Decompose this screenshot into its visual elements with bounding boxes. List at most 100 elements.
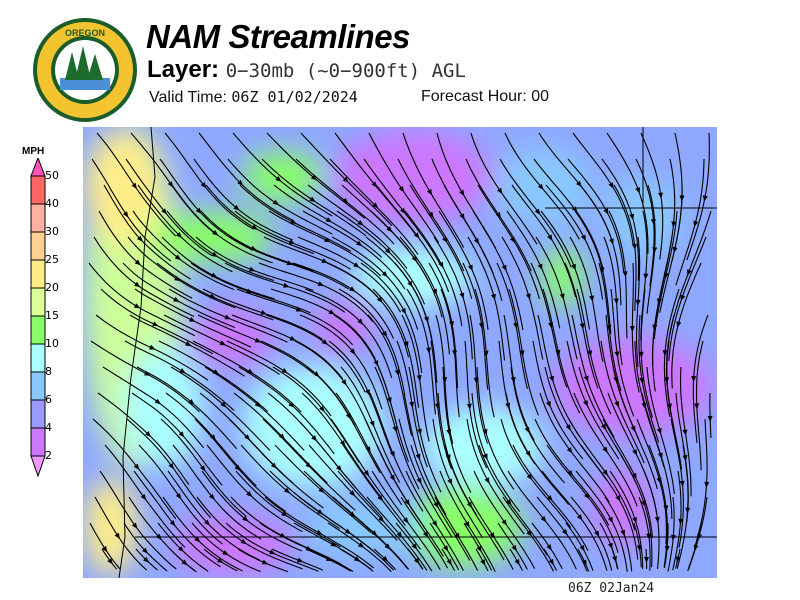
arrowhead	[344, 528, 352, 535]
arrowhead	[144, 370, 151, 376]
arrowhead	[614, 400, 619, 408]
arrowhead	[404, 499, 410, 506]
arrowhead	[281, 511, 288, 517]
arrowhead	[114, 532, 121, 540]
arrowhead	[185, 341, 192, 347]
streamline	[565, 522, 594, 571]
arrowhead	[482, 453, 488, 460]
arrowhead	[242, 515, 249, 522]
arrowhead	[199, 465, 206, 472]
arrowhead	[240, 538, 247, 545]
legend-swatch	[30, 343, 46, 373]
arrowhead	[336, 465, 342, 472]
streamline	[575, 470, 628, 572]
arrowhead	[555, 349, 561, 357]
arrowhead	[423, 531, 429, 538]
arrowhead	[600, 423, 607, 431]
streamline	[169, 548, 197, 573]
streamline	[101, 548, 118, 570]
streamline	[441, 548, 456, 571]
legend-tick: 2	[45, 449, 52, 462]
arrowhead	[381, 330, 387, 338]
arrowhead	[353, 556, 361, 562]
arrowhead	[143, 556, 150, 563]
arrowhead	[122, 211, 129, 218]
wind-speed-region	[543, 247, 583, 307]
streamline	[434, 496, 479, 571]
arrowhead	[566, 447, 573, 454]
arrowhead	[377, 494, 384, 502]
arrowhead	[309, 196, 316, 203]
arrowhead	[254, 401, 261, 408]
streamline	[633, 522, 642, 568]
legend-tick: 8	[45, 365, 52, 378]
legend-tick: 15	[45, 309, 59, 322]
arrowhead	[416, 477, 422, 485]
arrowhead	[643, 556, 649, 563]
legend-swatch	[30, 399, 46, 429]
arrowhead	[381, 555, 389, 562]
arrowhead	[484, 477, 490, 484]
arrowhead	[629, 325, 635, 332]
arrowhead	[480, 559, 486, 566]
arrowhead	[416, 374, 422, 382]
arrowhead	[602, 446, 608, 453]
legend-swatch	[30, 175, 46, 205]
arrowhead	[656, 427, 662, 435]
arrowhead	[356, 240, 363, 247]
page-title: NAM Streamlines	[146, 18, 410, 55]
arrowhead	[400, 207, 406, 214]
arrowhead	[547, 234, 553, 241]
streamline	[531, 522, 563, 570]
arrowhead	[369, 420, 375, 428]
arrowhead	[131, 182, 137, 190]
arrowhead	[549, 375, 554, 383]
streamline	[237, 548, 289, 573]
arrowhead	[131, 522, 138, 529]
arrowhead	[639, 377, 645, 384]
arrowhead	[321, 339, 328, 345]
arrowhead	[525, 450, 531, 457]
arrowhead	[548, 558, 554, 566]
arrowhead	[174, 275, 181, 282]
arrowhead	[195, 207, 202, 214]
arrowhead	[707, 415, 713, 422]
arrowhead	[289, 335, 296, 341]
arrowhead	[272, 199, 279, 206]
arrowhead	[579, 544, 585, 552]
arrowhead	[632, 449, 637, 456]
arrowhead	[233, 204, 240, 211]
legend-tick: 25	[45, 253, 59, 266]
arrowhead	[389, 450, 395, 458]
forecast-label: Forecast Hour:	[421, 88, 527, 105]
arrowhead	[133, 303, 141, 309]
streamline	[366, 496, 428, 571]
arrowhead	[675, 556, 681, 563]
arrowhead	[400, 307, 406, 315]
arrowhead	[154, 398, 162, 405]
arrowhead	[667, 403, 672, 410]
arrowhead	[208, 493, 215, 500]
arrowhead	[576, 514, 583, 521]
arrowhead	[194, 536, 201, 543]
streamline	[259, 522, 354, 572]
arrowhead	[505, 499, 512, 506]
arrowhead	[646, 533, 652, 540]
arrowhead	[319, 405, 325, 413]
arrowhead	[376, 296, 383, 303]
arrowhead	[567, 469, 574, 477]
streamline	[570, 496, 613, 571]
arrowhead	[295, 306, 303, 312]
arrowhead	[546, 544, 552, 551]
arrowhead	[635, 299, 641, 306]
wind-speed-region	[603, 177, 683, 257]
arrowhead	[657, 452, 663, 460]
arrowhead	[691, 375, 697, 383]
arrowhead	[324, 237, 331, 243]
arrowhead	[413, 557, 420, 565]
arrowhead	[519, 350, 525, 357]
arrowhead	[248, 266, 256, 272]
arrowhead	[612, 555, 617, 563]
arrowhead	[501, 519, 508, 526]
wind-map[interactable]	[83, 127, 717, 578]
